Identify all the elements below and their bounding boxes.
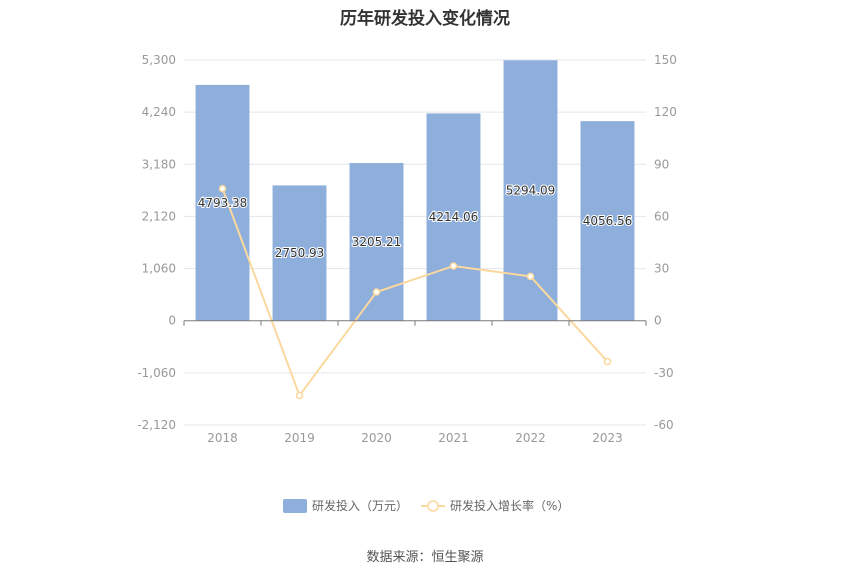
data-source: 数据来源：恒生聚源 [366, 550, 484, 565]
growth-point[interactable] [218, 184, 227, 193]
growth-point[interactable] [603, 357, 612, 366]
x-tick-label: 2018 [207, 431, 238, 445]
y-left-tick-label: 0 [168, 314, 176, 328]
bar-data-label: 3205.21 [352, 235, 402, 249]
y-left-tick-label: 5,300 [142, 53, 176, 67]
legend-line-label[interactable]: 研发投入增长率（%） [450, 498, 569, 513]
gridlines [184, 59, 646, 426]
y-left-tick-label: 4,240 [142, 105, 176, 119]
y-right-tick-label: 60 [654, 209, 669, 223]
y-right-tick-label: -30 [654, 366, 674, 380]
legend[interactable]: 研发投入（万元） 研发投入增长率（%） [283, 498, 569, 513]
x-tick-label: 2021 [438, 431, 469, 445]
y-left-tick-label: -2,120 [137, 418, 176, 432]
bar[interactable] [195, 84, 250, 321]
y-left-tick-label: -1,060 [137, 366, 176, 380]
y-right-tick-label: 150 [654, 53, 677, 67]
growth-point[interactable] [295, 391, 304, 400]
legend-bar-swatch[interactable] [283, 499, 307, 513]
bar[interactable] [272, 185, 327, 321]
bar-data-label: 4214.06 [429, 210, 479, 224]
growth-point[interactable] [449, 262, 458, 270]
y-right-tick-label: 120 [654, 105, 677, 119]
y-right-tick-label: -60 [654, 418, 674, 432]
legend-line-marker[interactable] [427, 500, 439, 512]
x-tick-label: 2023 [592, 431, 623, 445]
y-right-tick-label: 0 [654, 314, 662, 328]
chart-title: 历年研发投入变化情况 [340, 9, 510, 29]
axes: 5,300 4,240 3,180 2,120 1,060 0 -1,060 -2,120 15… [137, 53, 677, 445]
growth-point[interactable] [526, 272, 535, 281]
y-left-tick-label: 1,060 [142, 262, 176, 276]
legend-bar-label[interactable]: 研发投入（万元） [312, 498, 408, 513]
x-tick-label: 2020 [361, 431, 392, 445]
bar-data-label: 2750.93 [275, 246, 325, 260]
y-left-tick-label: 3,180 [142, 157, 176, 171]
bar-data-label: 4056.56 [583, 214, 633, 228]
bar[interactable] [580, 121, 635, 321]
bar-data-label: 5294.09 [506, 184, 556, 198]
x-tick-label: 2022 [515, 431, 546, 445]
growth-line [221, 188, 609, 398]
y-right-tick-label: 30 [654, 262, 669, 276]
growth-point[interactable] [372, 288, 381, 296]
bar-data-label: 4793.38 [198, 196, 248, 210]
bar[interactable] [426, 113, 481, 321]
x-tick-label: 2019 [284, 431, 315, 445]
growth-line-series [218, 184, 612, 400]
y-left-tick-label: 2,120 [142, 209, 176, 223]
bar-series [195, 60, 635, 321]
y-right-tick-label: 90 [654, 157, 669, 171]
